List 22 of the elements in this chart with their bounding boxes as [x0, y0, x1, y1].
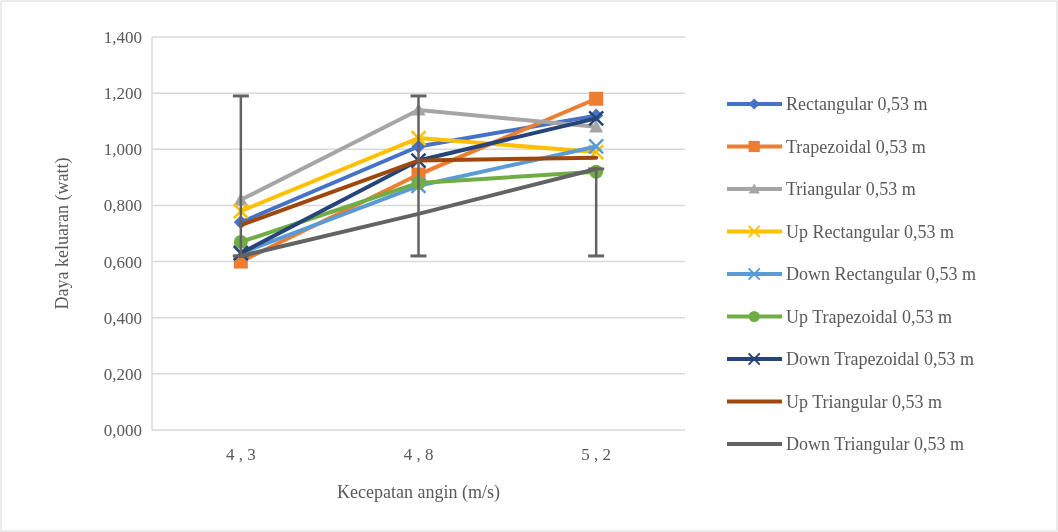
legend-label: Down Trapezoidal 0,53 m	[786, 349, 974, 370]
y-tick-label: 0,800	[103, 196, 142, 216]
y-tick-label: 0,000	[103, 420, 142, 440]
legend-label: Down Rectangular 0,53 m	[786, 264, 976, 285]
legend-label: Triangular 0,53 m	[786, 179, 916, 200]
x-axis-title: Kecepatan angin (m/s)	[337, 482, 500, 503]
y-tick-label: 0,400	[103, 308, 142, 328]
y-tick-label: 0,600	[103, 252, 142, 272]
legend-label: Up Rectangular 0,53 m	[786, 221, 954, 242]
legend-label: Up Triangular 0,53 m	[786, 391, 943, 412]
legend-label: Trapezoidal 0,53 m	[786, 136, 926, 157]
y-tick-label: 1,000	[103, 140, 142, 160]
x-tick-label: 5 , 2	[581, 445, 612, 464]
x-tick-label: 4 , 8	[403, 445, 434, 464]
y-tick-label: 1,400	[103, 27, 142, 47]
x-tick-label: 4 , 3	[225, 445, 256, 464]
legend-label: Up Trapezoidal 0,53 m	[786, 306, 952, 327]
y-tick-label: 0,200	[103, 364, 142, 384]
y-axis-title: Daya keluaran (watt)	[52, 157, 73, 310]
y-tick-label: 1,200	[103, 84, 142, 104]
legend-label: Rectangular 0,53 m	[786, 94, 928, 115]
legend-label: Down Triangular 0,53 m	[786, 434, 965, 455]
